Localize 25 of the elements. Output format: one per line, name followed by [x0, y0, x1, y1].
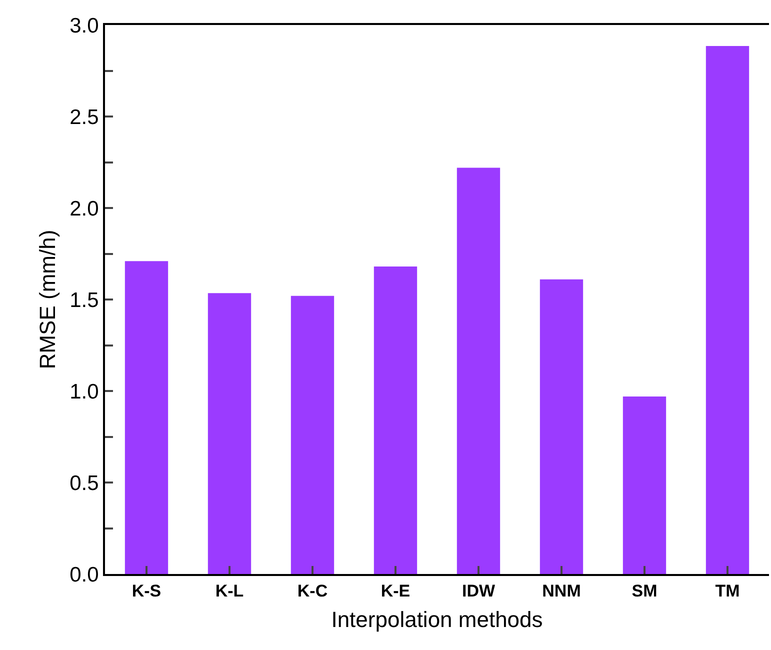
x-axis-title: Interpolation methods — [331, 606, 543, 632]
y-tick-label: 0.0 — [70, 563, 99, 586]
bar — [208, 293, 252, 574]
x-tick-label: IDW — [462, 581, 496, 600]
y-tick-label: 0.5 — [70, 472, 99, 495]
y-axis-title: RMSE (mm/h) — [34, 230, 60, 370]
bar — [290, 296, 334, 574]
bar — [124, 261, 168, 574]
x-tick-label: K-C — [297, 581, 328, 600]
x-tick-label: K-S — [132, 581, 162, 600]
bar — [622, 396, 666, 574]
y-tick-label: 3.0 — [70, 14, 99, 38]
bar — [374, 266, 418, 574]
x-tick-label: TM — [715, 581, 740, 600]
y-tick-label: 1.5 — [70, 288, 99, 312]
bar — [456, 168, 500, 574]
x-tick-label: K-L — [215, 581, 244, 600]
x-tick-label: SM — [632, 581, 658, 600]
y-tick-label: 1.0 — [70, 380, 99, 404]
y-tick-label: 2.5 — [70, 106, 99, 129]
bar — [706, 46, 750, 574]
x-tick-label: K-E — [380, 581, 410, 600]
bar — [540, 279, 584, 574]
y-tick-label: 2.0 — [70, 197, 99, 220]
x-tick-label: NNM — [542, 581, 581, 600]
